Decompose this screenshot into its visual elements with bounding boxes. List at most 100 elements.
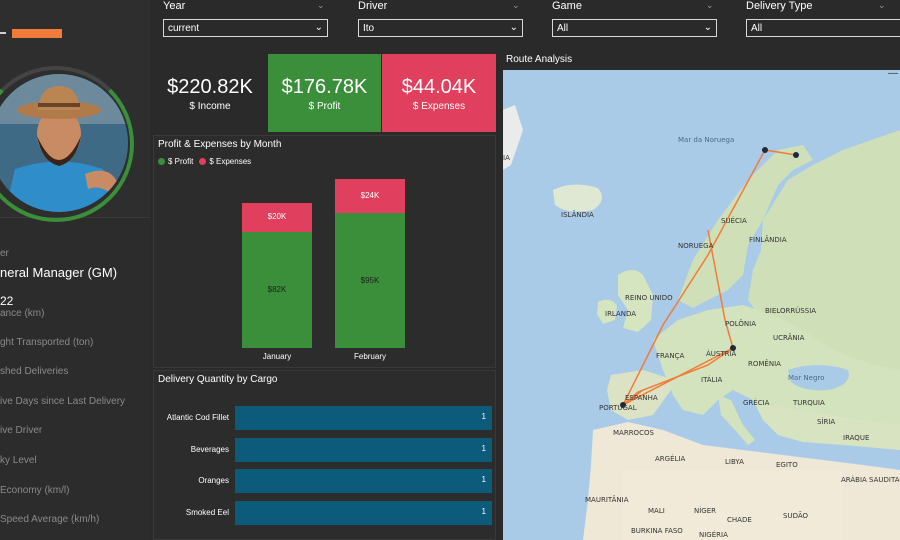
cargo-bar-value: 1: [481, 475, 486, 484]
map-label-suecia: SUÉCIA: [721, 216, 747, 225]
minimize-icon[interactable]: —: [888, 70, 898, 79]
map-label-bielorussia: BIELORRÚSSIA: [765, 306, 816, 315]
distance-label: ance (km): [0, 308, 45, 319]
cargo-bar[interactable]: 1: [235, 437, 492, 462]
freight-label: ght Transported (ton): [0, 337, 94, 348]
deliveries-label: shed Deliveries: [0, 366, 69, 377]
map-label-sea-norway: Mar da Noruega: [678, 136, 734, 144]
map-label-iraque: IRAQUE: [843, 434, 869, 442]
map-label-niger: NÍGER: [694, 506, 716, 515]
kpi-expenses: $44.04K $ Expenses: [382, 54, 496, 132]
filter-year-select[interactable]: current ⌄: [163, 19, 328, 37]
filter-year: Year ⌄ current ⌄: [155, 0, 335, 40]
filter-driver-value: Ito: [363, 23, 375, 34]
filter-delivery-type-select[interactable]: All: [746, 19, 900, 37]
avatar: [0, 74, 128, 212]
map-label-marrocos: MARROCOS: [613, 429, 654, 437]
map-label-espanha: ESPANHA: [625, 394, 658, 402]
map-label-polonia: POLÔNIA: [725, 319, 756, 328]
map-label-noruega: NORUEGA: [678, 242, 714, 250]
chevron-down-icon: ⌄: [509, 22, 518, 33]
map-label-chade: CHADE: [727, 516, 752, 524]
chevron-down-icon[interactable]: ⌄: [706, 0, 714, 10]
map-label-egito: EGITO: [776, 461, 798, 469]
kpi-expenses-label: $ Expenses: [412, 101, 466, 112]
filter-game-select[interactable]: All ⌄: [552, 19, 717, 37]
risky-level-label: ky Level: [0, 455, 37, 466]
driver-photo-area: [0, 0, 150, 222]
map-label-siria: SÍRIA: [817, 417, 835, 426]
map-label-portugal: PORTUGAL: [599, 404, 637, 412]
cargo-category-label: Oranges: [198, 476, 229, 485]
cargo-bar[interactable]: 1: [235, 469, 492, 493]
bar-profit-february[interactable]: [335, 213, 405, 348]
kpi-profit-label: $ Profit: [308, 101, 341, 112]
filter-delivery-type-label: Delivery Type: [746, 0, 813, 12]
active-days-label: ive Days since Last Delivery: [0, 396, 126, 407]
filter-delivery-type: Delivery Type ⌄ All: [738, 0, 900, 40]
fuel-economy-label: Economy (km/l): [0, 485, 70, 496]
filter-year-label: Year: [163, 0, 186, 12]
map-label-burkina: BURKINA FASO: [631, 527, 683, 535]
cargo-bar[interactable]: 1: [235, 406, 492, 430]
map-label-italia: ITÁLIA: [701, 375, 723, 384]
map-label-arabia: ARÁBIA SAUDITA: [841, 475, 900, 484]
chevron-down-icon: ⌄: [703, 22, 712, 33]
map-title: Route Analysis: [506, 54, 573, 65]
kpi-expenses-value: $44.04K: [401, 76, 477, 98]
chevron-down-icon[interactable]: ⌄: [878, 0, 886, 10]
cargo-bar-value: 1: [481, 506, 486, 516]
kpi-income: $220.82K $ Income: [153, 54, 267, 132]
cargo-chart: Delivery Quantity by Cargo Atlantic Cod …: [153, 370, 496, 540]
map-label-grecia: GRÉCIA: [743, 398, 770, 407]
bar-expenses-january[interactable]: [242, 203, 312, 232]
cargo-bar[interactable]: 1: [235, 500, 492, 525]
avatar-progress-ring: [0, 66, 134, 222]
category-label: February: [353, 352, 386, 361]
map-label-libya: LIBYA: [725, 458, 744, 466]
legend-expenses-swatch: [199, 158, 207, 165]
filter-driver-label: Driver: [358, 0, 388, 12]
map-label-mauritania: MAURITÂNIA: [585, 495, 629, 504]
map-label-franca: FRANÇA: [656, 352, 685, 360]
filter-delivery-type-value: All: [751, 23, 763, 34]
category-label: January: [262, 352, 292, 361]
bar-profit-january[interactable]: [242, 231, 312, 348]
kpi-income-value: $220.82K: [167, 76, 253, 98]
filter-game-value: All: [557, 23, 569, 34]
bar-expenses-label: $24K: [360, 191, 380, 201]
role-label: er: [0, 248, 9, 259]
legend-profit-label: $ Profit: [168, 157, 194, 166]
map-label-sudao: SUDÃO: [783, 511, 808, 520]
route-map[interactable]: Mar da Noruega IA ISLÂNDIA SUÉCIA NORUEG…: [503, 70, 900, 540]
legend-profit-swatch: [158, 158, 165, 165]
brand-accent-bar: [12, 29, 62, 38]
cargo-category-label: Smoked Eel: [185, 507, 229, 517]
profit-expenses-chart: Profit & Expenses by Month $ Profit $ Ex…: [153, 135, 496, 368]
kpi-profit: $176.78K $ Profit: [268, 54, 381, 132]
filter-driver-select[interactable]: Ito ⌄: [358, 19, 523, 37]
filter-game-label: Game: [552, 0, 582, 12]
map-label-nigeria: NIGÉRIA: [699, 530, 728, 539]
kpi-profit-value: $176.78K: [281, 76, 368, 98]
map-label-ia: IA: [503, 154, 510, 162]
chevron-down-icon[interactable]: ⌄: [317, 0, 325, 10]
legend-expenses-label: $ Expenses: [209, 157, 252, 166]
chevron-down-icon: ⌄: [314, 22, 323, 33]
kpi-income-label: $ Income: [189, 101, 231, 112]
map-label-mar-negro: Mar Negro: [788, 374, 824, 382]
chart-legend: $ Profit $ Expenses: [158, 157, 251, 166]
map-label-austria: ÁUSTRIA: [706, 349, 737, 358]
bar-expenses-february[interactable]: [335, 179, 405, 214]
role-value: neral Manager (GM): [0, 265, 118, 280]
map-label-mali: MALI: [648, 507, 665, 515]
map-label-islandia: ISLÂNDIA: [561, 210, 594, 219]
map-label-reino-unido: REINO UNIDO: [625, 294, 673, 302]
map-label-romenia: ROMÊNIA: [748, 359, 781, 368]
map-label-finlandia: FINLÂNDIA: [749, 235, 787, 244]
filter-year-value: current: [168, 23, 200, 34]
chevron-down-icon[interactable]: ⌄: [512, 0, 520, 10]
menu-dash: [0, 32, 6, 34]
distance-value: 22: [0, 294, 14, 308]
